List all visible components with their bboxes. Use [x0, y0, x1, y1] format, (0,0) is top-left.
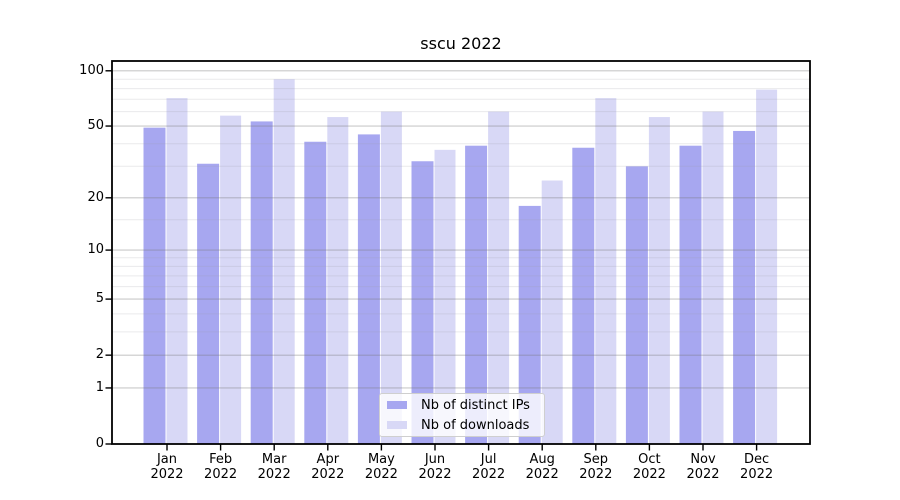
bar-distinct-ips-feb	[197, 163, 220, 444]
bar-downloads-jul	[488, 111, 510, 444]
bar-downloads-jun	[434, 149, 456, 444]
bar-downloads-aug	[541, 180, 563, 444]
bar-distinct-ips-dec	[733, 130, 756, 445]
x-tick-label-mar: Mar 2022	[257, 452, 291, 482]
chart-title: sscu 2022	[420, 34, 502, 53]
y-tick-label-5: 5	[95, 291, 104, 307]
bar-downloads-apr	[327, 117, 349, 444]
bar-distinct-ips-jul	[465, 145, 488, 445]
bar-distinct-ips-oct	[625, 166, 648, 444]
legend-item-distinct-ips: Nb of distinct IPs	[387, 397, 544, 414]
y-tick-label-50: 50	[87, 118, 104, 134]
bar-distinct-ips-apr	[304, 141, 327, 445]
legend-swatch-distinct-ips	[387, 401, 407, 409]
axes-box	[111, 60, 811, 445]
bar-downloads-oct	[648, 117, 670, 444]
y-tick-label-0: 0	[95, 436, 104, 451]
y-tick-label-10: 10	[87, 242, 104, 258]
x-tick-label-sep: Sep 2022	[579, 452, 613, 482]
x-tick-label-jul: Jul 2022	[472, 452, 506, 482]
legend: Nb of distinct IPs Nb of downloads	[379, 393, 545, 437]
legend-label-downloads: Nb of downloads	[421, 417, 530, 433]
y-tick-label-2: 2	[95, 347, 104, 363]
bar-distinct-ips-may	[357, 134, 380, 445]
bar-downloads-dec	[756, 89, 778, 444]
x-tick-label-aug: Aug 2022	[525, 452, 559, 482]
x-tick-label-nov: Nov 2022	[686, 452, 720, 482]
bar-downloads-feb	[220, 115, 242, 445]
bar-distinct-ips-jan	[143, 127, 166, 444]
x-tick-label-dec: Dec 2022	[740, 452, 774, 482]
x-tick-label-jun: Jun 2022	[418, 452, 452, 482]
bar-downloads-sep	[595, 98, 617, 444]
x-tick-label-apr: Apr 2022	[311, 452, 345, 482]
legend-swatch-downloads	[387, 421, 407, 429]
x-tick-label-may: May 2022	[364, 452, 398, 482]
bar-distinct-ips-sep	[572, 147, 595, 445]
x-tick-label-oct: Oct 2022	[632, 452, 666, 482]
legend-item-downloads: Nb of downloads	[387, 417, 544, 434]
bar-downloads-nov	[702, 111, 724, 444]
x-tick-label-feb: Feb 2022	[204, 452, 238, 482]
bar-downloads-may	[380, 111, 402, 444]
y-tick-label-1: 1	[95, 379, 104, 395]
y-tick-label-100: 100	[79, 62, 104, 78]
bar-downloads-mar	[273, 79, 295, 444]
bar-distinct-ips-jun	[411, 161, 434, 444]
x-tick-label-jan: Jan 2022	[150, 452, 184, 482]
y-tick-label-20: 20	[87, 189, 104, 205]
bar-distinct-ips-mar	[250, 121, 273, 444]
bar-distinct-ips-aug	[518, 205, 541, 444]
bar-downloads-jan	[166, 98, 188, 444]
bar-distinct-ips-nov	[679, 145, 702, 445]
legend-label-distinct-ips: Nb of distinct IPs	[421, 397, 530, 413]
